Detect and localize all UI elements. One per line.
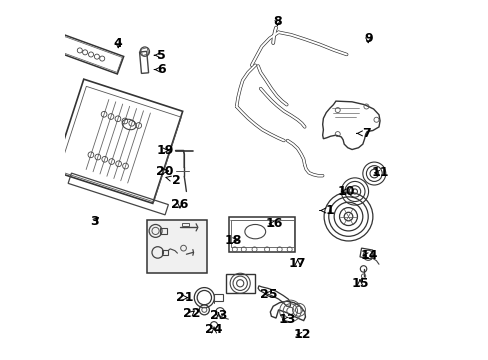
Text: 14: 14 — [360, 249, 377, 262]
Text: 24: 24 — [205, 323, 223, 336]
Text: 5: 5 — [154, 49, 165, 62]
Text: 26: 26 — [171, 198, 188, 211]
Text: 15: 15 — [350, 277, 368, 290]
Text: 16: 16 — [264, 217, 282, 230]
Text: 9: 9 — [363, 32, 372, 45]
Text: 8: 8 — [273, 15, 281, 28]
Text: 22: 22 — [183, 307, 200, 320]
Text: 10: 10 — [337, 185, 355, 198]
Text: 18: 18 — [224, 234, 242, 247]
Text: 7: 7 — [356, 127, 370, 140]
Text: 12: 12 — [292, 328, 310, 341]
Text: 17: 17 — [288, 257, 305, 270]
Text: 13: 13 — [278, 313, 296, 327]
Text: 19: 19 — [156, 144, 173, 157]
Text: 6: 6 — [154, 63, 165, 76]
Text: 21: 21 — [175, 291, 193, 304]
Text: 23: 23 — [209, 309, 227, 322]
Text: 3: 3 — [90, 215, 99, 228]
Text: 25: 25 — [260, 288, 277, 301]
Text: 2: 2 — [165, 174, 181, 186]
Text: 1: 1 — [319, 204, 333, 217]
Bar — [147, 220, 207, 273]
Text: 11: 11 — [370, 166, 388, 179]
Text: 4: 4 — [114, 36, 122, 50]
Text: 20: 20 — [156, 165, 173, 177]
